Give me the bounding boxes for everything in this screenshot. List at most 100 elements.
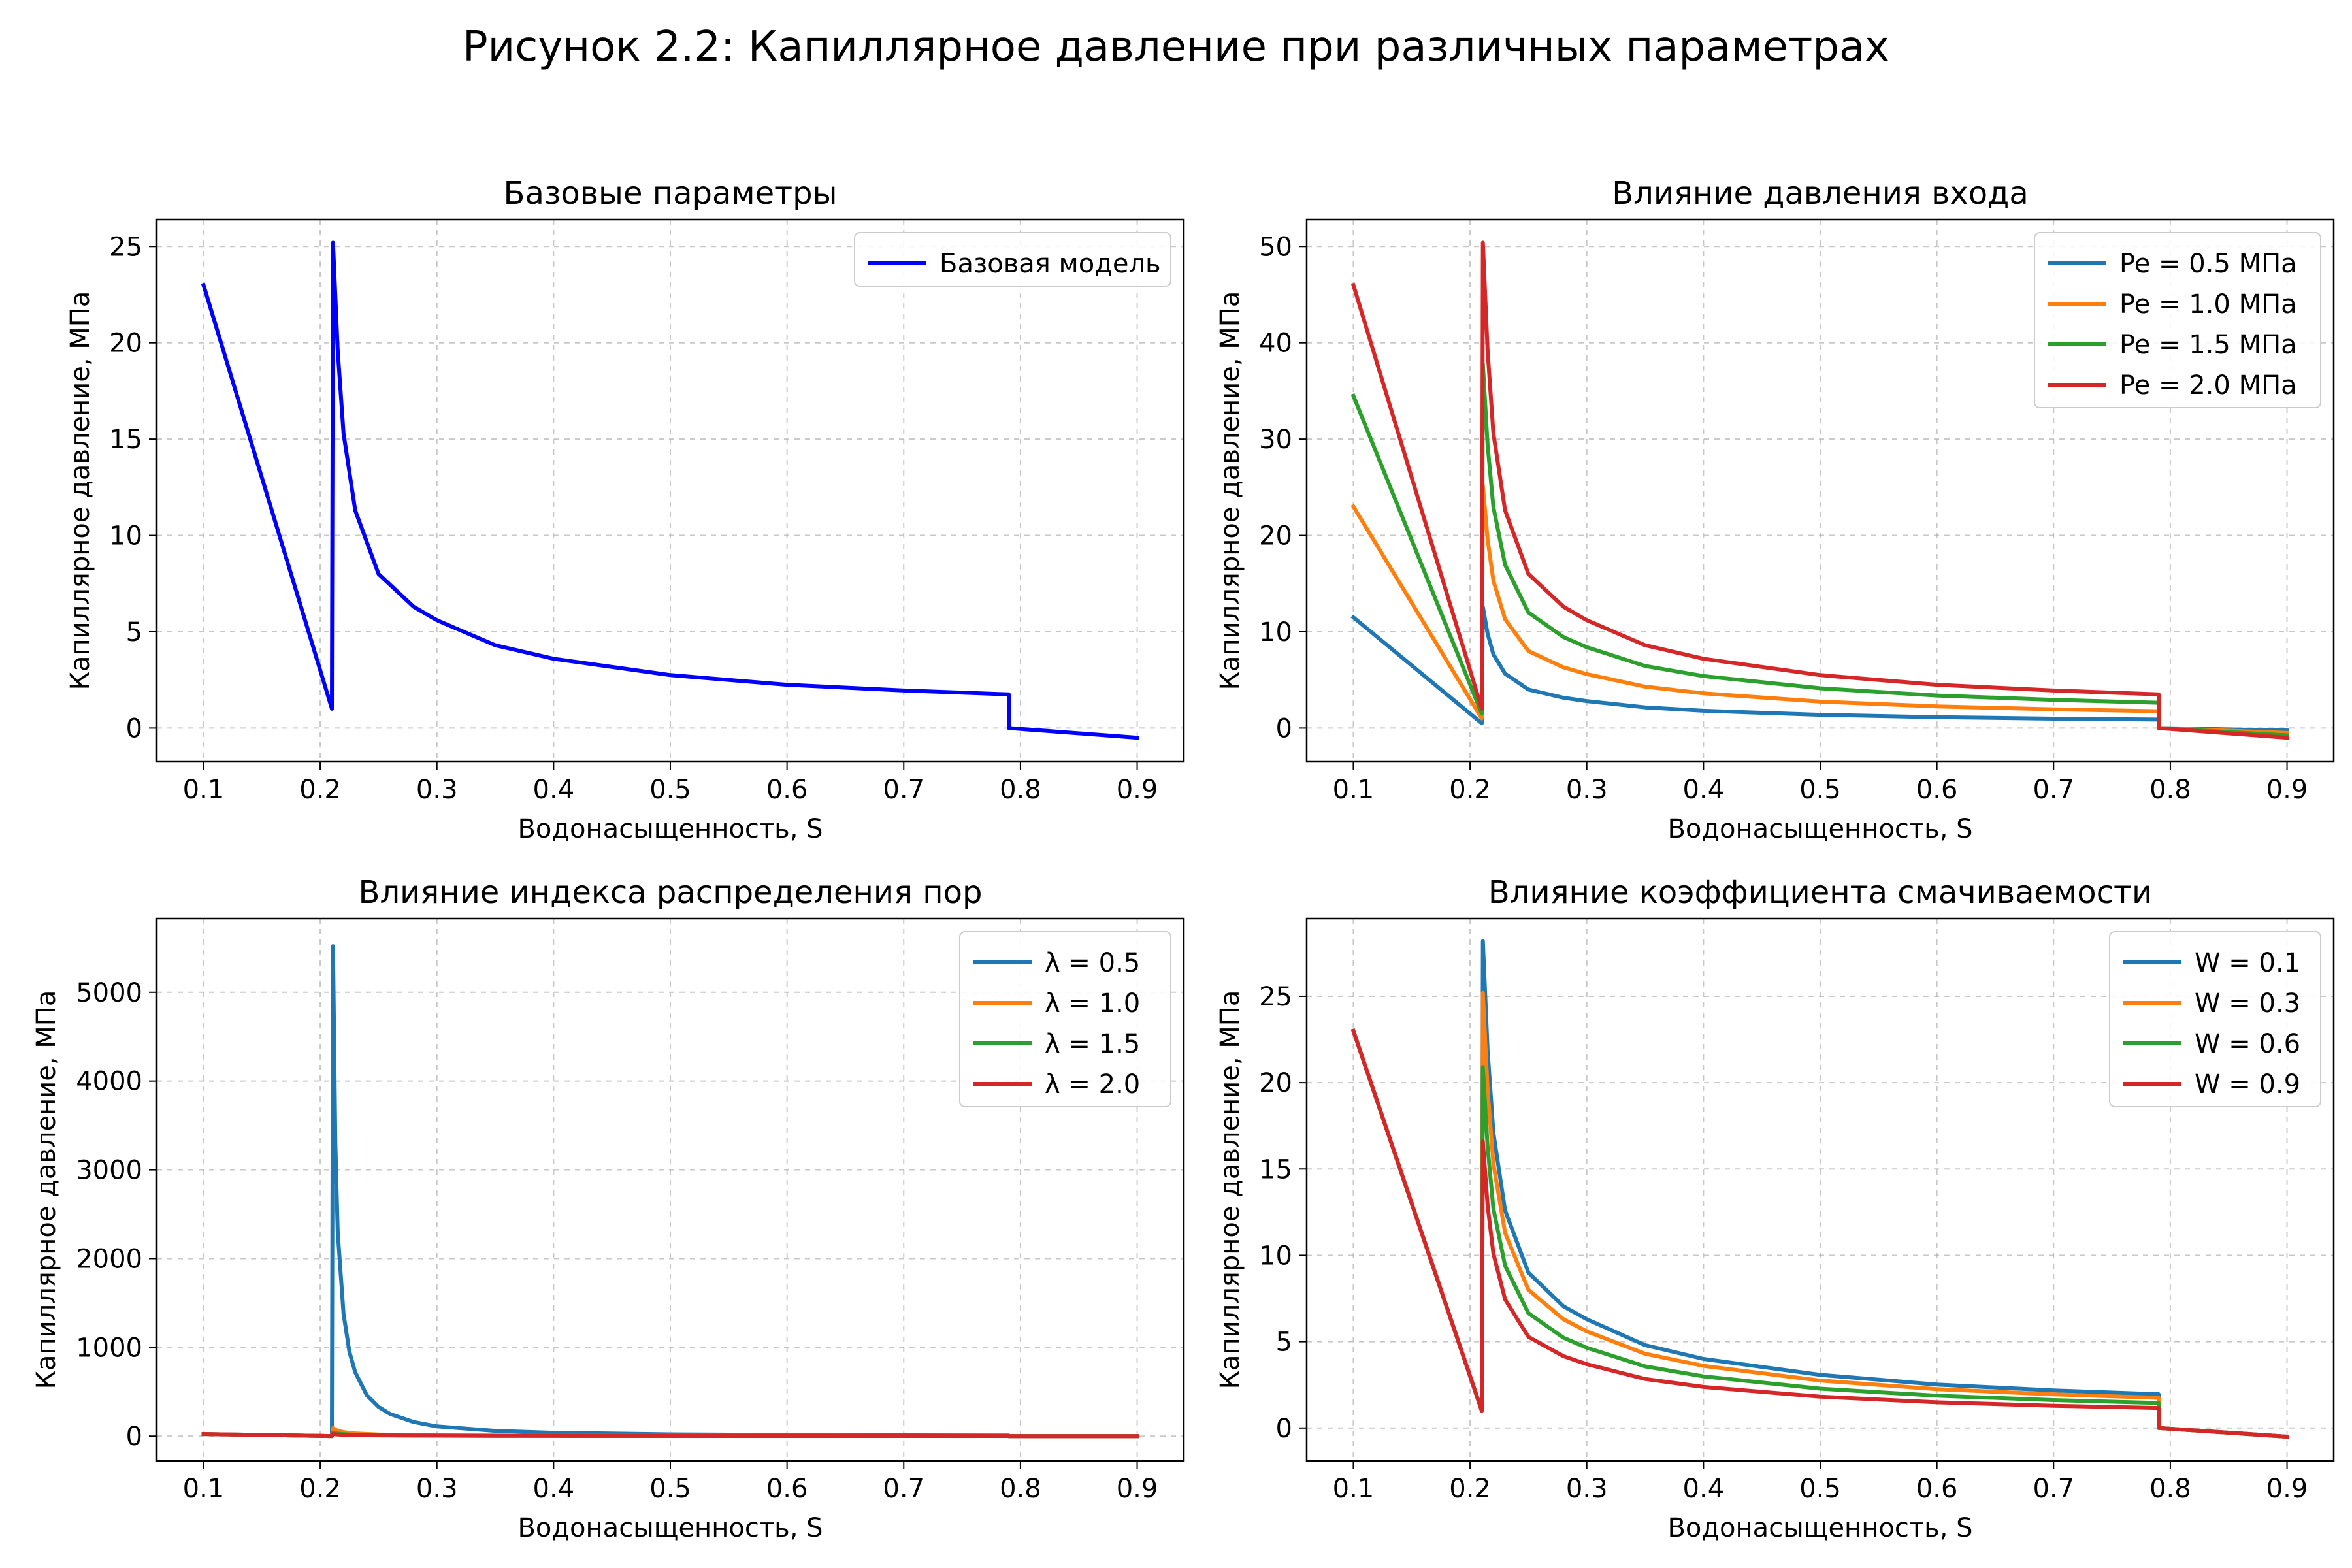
subplot-4: 0.1 0.2 0.3 0.4 0.5 0.6 0.7 0.8 0.9 0 5 10 15 20 25 Вли…	[1215, 874, 2335, 1543]
series-line-1	[1350, 604, 2289, 733]
subplot-title: Влияние индекса распределения пор	[359, 874, 983, 911]
y-tick-label: 4000	[76, 1067, 142, 1097]
legend-box	[959, 931, 1171, 1107]
series-group	[201, 944, 1139, 1439]
legend-label: λ = 1.0	[1045, 988, 1140, 1019]
series-line-2	[1350, 990, 2289, 1439]
legend: Базовая модель	[854, 232, 1171, 287]
subplot-2: 0.1 0.2 0.3 0.4 0.5 0.6 0.7 0.8 0.9 0 10 20 30 40 50 Вл…	[1215, 175, 2335, 844]
series-group	[201, 240, 1139, 740]
y-tick-label: 30	[1259, 425, 1292, 455]
y-axis-label: Капиллярное давление, МПа	[1215, 291, 1245, 691]
y-tick-label: 20	[1259, 1068, 1292, 1098]
x-tick-label: 0.4	[533, 775, 575, 805]
x-tick-label: 0.7	[883, 1474, 924, 1504]
x-tick-label: 0.2	[299, 775, 341, 805]
x-axis-label: Водонасыщенность, S	[1667, 1513, 1972, 1543]
series-line-4	[1350, 1028, 2289, 1439]
series-line-2	[1350, 483, 2289, 735]
x-tick-label: 0.8	[1000, 1474, 1041, 1504]
subplots-container: 0.1 0.2 0.3 0.4 0.5 0.6 0.7 0.8 0.9 0 5 10 15 20 25 Баз…	[31, 175, 2335, 1543]
series-line-4	[201, 1431, 1139, 1439]
y-tick-label: 5	[126, 617, 142, 647]
x-tick-label: 0.8	[2149, 1474, 2191, 1504]
y-tick-label: 15	[109, 425, 142, 455]
x-tick-label: 0.3	[1566, 1474, 1608, 1504]
x-tick-label: 0.2	[299, 1474, 341, 1504]
y-tick-label: 0	[1276, 713, 1292, 743]
y-axis-label: Капиллярное давление, МПа	[31, 990, 61, 1390]
x-tick-label: 0.4	[1683, 775, 1725, 805]
x-tick-label: 0.1	[1333, 1474, 1375, 1504]
y-tick-label: 1000	[76, 1333, 142, 1363]
x-axis-label: Водонасыщенность, S	[1667, 814, 1972, 844]
x-tick-label: 0.6	[766, 1474, 808, 1504]
y-tick-label: 20	[109, 329, 142, 359]
x-tick-label: 0.8	[1000, 775, 1041, 805]
x-tick-label: 0.9	[2266, 1474, 2308, 1504]
legend-label: λ = 0.5	[1045, 948, 1140, 978]
x-tick-label: 0.7	[2033, 1474, 2074, 1504]
x-tick-label: 0.4	[533, 1474, 575, 1504]
y-tick-label: 10	[1259, 1241, 1292, 1271]
legend-label: W = 0.1	[2195, 948, 2300, 978]
x-tick-label: 0.5	[649, 1474, 691, 1504]
y-tick-label: 15	[1259, 1154, 1292, 1184]
x-tick-label: 0.9	[1117, 1474, 1158, 1504]
y-tick-label: 0	[126, 713, 142, 743]
x-tick-label: 0.2	[1449, 1474, 1491, 1504]
x-tick-label: 0.8	[2149, 775, 2191, 805]
legend-box	[2034, 232, 2321, 408]
legend-box	[2109, 931, 2321, 1107]
y-axis-label: Капиллярное давление, МПа	[1215, 990, 1245, 1390]
x-tick-label: 0.6	[1916, 1474, 1958, 1504]
series-line-1	[1350, 939, 2289, 1439]
y-tick-label: 3000	[76, 1156, 142, 1186]
x-tick-label: 0.2	[1449, 775, 1491, 805]
x-tick-label: 0.7	[883, 775, 924, 805]
y-tick-label: 0	[1276, 1414, 1292, 1444]
legend: W = 0.1 W = 0.3 W = 0.6 W = 0.9	[2109, 931, 2321, 1107]
x-tick-label: 0.6	[766, 775, 808, 805]
x-tick-label: 0.1	[183, 1474, 225, 1504]
legend-label: W = 0.6	[2195, 1029, 2300, 1059]
legend-label: Pe = 1.0 МПа	[2119, 289, 2297, 319]
legend-box	[854, 232, 1171, 287]
legend-label: W = 0.9	[2195, 1070, 2300, 1100]
x-tick-label: 0.4	[1683, 1474, 1725, 1504]
subplot-title: Базовые параметры	[504, 175, 838, 212]
series-line-1	[201, 240, 1139, 740]
series-line-3	[1350, 362, 2289, 738]
legend-label: Pe = 0.5 МПа	[2119, 249, 2297, 279]
x-tick-label: 0.5	[1799, 775, 1841, 805]
legend-label: λ = 1.5	[1045, 1029, 1140, 1059]
series-line-4	[1350, 240, 2289, 740]
y-tick-label: 25	[109, 232, 142, 262]
legend-label: Pe = 2.0 МПа	[2119, 370, 2297, 400]
series-line-3	[1350, 1028, 2289, 1439]
y-tick-label: 5	[1276, 1328, 1292, 1358]
legend-label: λ = 2.0	[1045, 1070, 1140, 1100]
x-tick-label: 0.5	[649, 775, 691, 805]
x-tick-label: 0.9	[1117, 775, 1158, 805]
x-axis-label: Водонасыщенность, S	[517, 814, 823, 844]
x-tick-label: 0.3	[416, 1474, 458, 1504]
subplot-title: Влияние коэффициента смачиваемости	[1488, 874, 2152, 911]
y-tick-label: 50	[1259, 232, 1292, 262]
series-group	[1350, 240, 2289, 740]
y-tick-label: 2000	[76, 1244, 142, 1274]
x-tick-label: 0.9	[2266, 775, 2308, 805]
subplot-1: 0.1 0.2 0.3 0.4 0.5 0.6 0.7 0.8 0.9 0 5 10 15 20 25 Баз…	[65, 175, 1185, 844]
series-group	[1350, 939, 2289, 1439]
y-tick-label: 25	[1259, 982, 1292, 1012]
legend-label: Базовая модель	[939, 249, 1161, 279]
y-tick-label: 0	[126, 1422, 142, 1452]
x-tick-label: 0.5	[1799, 1474, 1841, 1504]
x-tick-label: 0.1	[1333, 775, 1375, 805]
legend-label: Pe = 1.5 МПа	[2119, 330, 2297, 360]
y-axis-label: Капиллярное давление, МПа	[65, 291, 95, 691]
x-tick-label: 0.3	[416, 775, 458, 805]
x-tick-label: 0.7	[2033, 775, 2074, 805]
figure-title: Рисунок 2.2: Капиллярное давление при ра…	[463, 23, 1889, 71]
